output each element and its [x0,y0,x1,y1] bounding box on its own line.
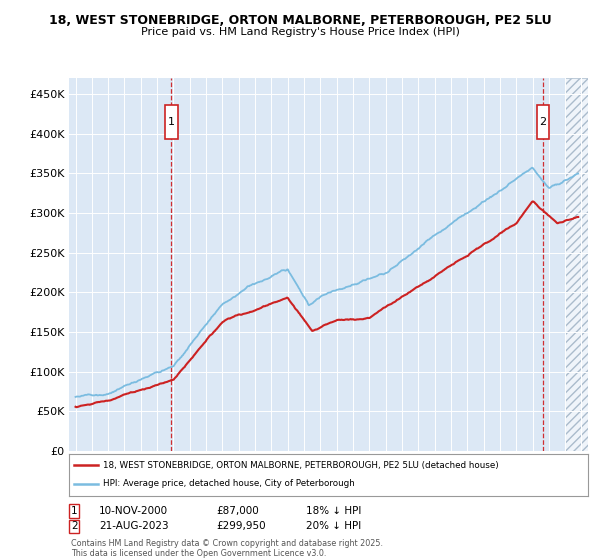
Text: £299,950: £299,950 [216,521,266,531]
FancyBboxPatch shape [537,105,550,139]
Text: 1: 1 [71,506,77,516]
FancyBboxPatch shape [165,105,178,139]
Text: £87,000: £87,000 [216,506,259,516]
Text: 2: 2 [539,117,547,127]
Text: Contains HM Land Registry data © Crown copyright and database right 2025.: Contains HM Land Registry data © Crown c… [71,539,383,548]
Text: 20% ↓ HPI: 20% ↓ HPI [306,521,361,531]
Text: 2: 2 [71,521,77,531]
Bar [565,78,588,451]
Text: 1: 1 [168,117,175,127]
Text: 21-AUG-2023: 21-AUG-2023 [99,521,169,531]
Text: 18% ↓ HPI: 18% ↓ HPI [306,506,361,516]
Text: Price paid vs. HM Land Registry's House Price Index (HPI): Price paid vs. HM Land Registry's House … [140,27,460,37]
Text: This data is licensed under the Open Government Licence v3.0.: This data is licensed under the Open Gov… [71,549,326,558]
Text: 18, WEST STONEBRIDGE, ORTON MALBORNE, PETERBOROUGH, PE2 5LU: 18, WEST STONEBRIDGE, ORTON MALBORNE, PE… [49,14,551,27]
Text: HPI: Average price, detached house, City of Peterborough: HPI: Average price, detached house, City… [103,479,355,488]
Text: 18, WEST STONEBRIDGE, ORTON MALBORNE, PETERBOROUGH, PE2 5LU (detached house): 18, WEST STONEBRIDGE, ORTON MALBORNE, PE… [103,461,499,470]
Bar [565,78,588,451]
Text: 10-NOV-2000: 10-NOV-2000 [99,506,168,516]
